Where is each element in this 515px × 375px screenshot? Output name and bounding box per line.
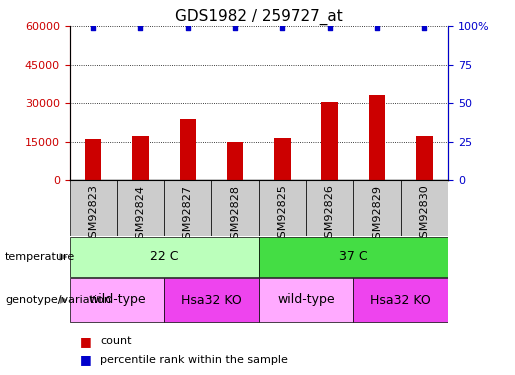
Text: temperature: temperature: [5, 252, 75, 262]
Text: GSM92824: GSM92824: [135, 184, 146, 246]
Text: GSM92825: GSM92825: [278, 184, 287, 245]
Text: ■: ■: [80, 335, 92, 348]
Bar: [306, 180, 353, 236]
Bar: [212, 180, 259, 236]
Bar: [259, 237, 448, 277]
Bar: [132, 136, 149, 180]
Text: GSM92826: GSM92826: [325, 184, 335, 245]
Bar: [164, 278, 259, 322]
Bar: [274, 138, 291, 180]
Text: GSM92829: GSM92829: [372, 184, 382, 246]
Bar: [117, 180, 164, 236]
Bar: [164, 180, 212, 236]
Bar: [85, 139, 101, 180]
Point: [325, 25, 334, 31]
Bar: [227, 142, 244, 180]
Point: [420, 25, 428, 31]
Text: Hsa32 KO: Hsa32 KO: [370, 294, 431, 306]
Text: GSM92830: GSM92830: [419, 184, 430, 245]
Point: [278, 25, 286, 31]
Text: 37 C: 37 C: [339, 251, 368, 263]
Bar: [259, 278, 353, 322]
Bar: [70, 237, 259, 277]
Text: Hsa32 KO: Hsa32 KO: [181, 294, 242, 306]
Text: GSM92823: GSM92823: [88, 184, 98, 245]
Text: count: count: [100, 336, 132, 346]
Point: [136, 25, 145, 31]
Text: GSM92828: GSM92828: [230, 184, 240, 246]
Point: [89, 25, 97, 31]
Text: genotype/variation: genotype/variation: [5, 295, 111, 305]
Point: [184, 25, 192, 31]
Bar: [353, 278, 448, 322]
Bar: [401, 180, 448, 236]
Bar: [369, 96, 385, 180]
Text: GSM92827: GSM92827: [183, 184, 193, 246]
Bar: [353, 180, 401, 236]
Bar: [259, 180, 306, 236]
Bar: [416, 136, 433, 180]
Bar: [70, 278, 164, 322]
Text: wild-type: wild-type: [88, 294, 146, 306]
Point: [373, 25, 381, 31]
Title: GDS1982 / 259727_at: GDS1982 / 259727_at: [175, 9, 342, 25]
Text: percentile rank within the sample: percentile rank within the sample: [100, 355, 288, 365]
Point: [231, 25, 239, 31]
Bar: [180, 118, 196, 180]
Bar: [70, 180, 117, 236]
Text: wild-type: wild-type: [277, 294, 335, 306]
Text: 22 C: 22 C: [150, 251, 178, 263]
Bar: [321, 102, 338, 180]
Text: ■: ■: [80, 354, 92, 366]
